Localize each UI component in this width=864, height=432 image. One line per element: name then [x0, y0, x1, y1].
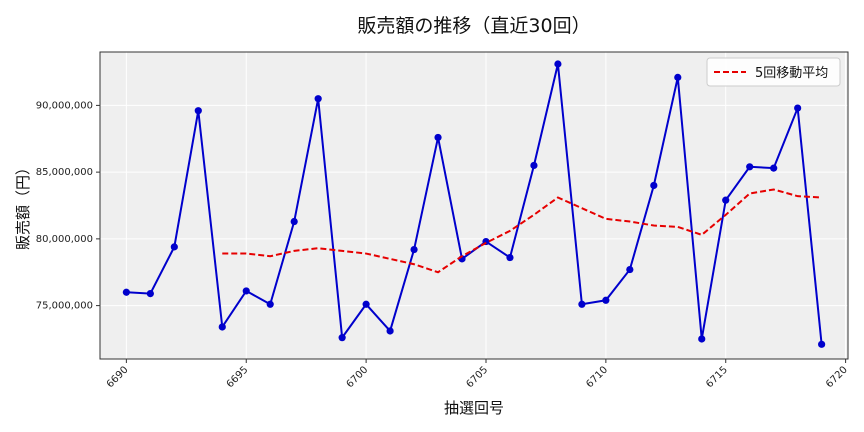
- data-point: [170, 243, 178, 251]
- data-point: [578, 300, 586, 308]
- data-point: [722, 196, 730, 204]
- x-tick-label: 6690: [105, 364, 131, 390]
- plot-background: [100, 52, 848, 359]
- series-layer: [122, 60, 826, 348]
- x-tick-label: 6705: [464, 364, 490, 390]
- legend-box: [706, 57, 841, 87]
- x-tick-label: 6720: [824, 364, 850, 390]
- y-tick-label: 85,000,000: [36, 167, 93, 178]
- x-tick-label: 6695: [225, 364, 251, 390]
- data-point: [698, 335, 706, 343]
- x-tick-label: 6715: [704, 364, 730, 390]
- data-point: [626, 265, 634, 274]
- y-tick-label: 75,000,000: [36, 301, 93, 312]
- data-point: [530, 161, 538, 170]
- x-tick-label: 6710: [584, 364, 610, 390]
- data-point: [818, 340, 826, 348]
- data-point: [290, 217, 298, 226]
- data-point: [410, 245, 418, 254]
- data-point: [794, 104, 802, 112]
- data-point: [506, 253, 514, 262]
- data-point: [146, 289, 154, 298]
- data-point: [650, 181, 658, 190]
- chart-title: 販売額の推移（直近30回）: [357, 15, 590, 37]
- data-point: [122, 288, 130, 296]
- data-point: [218, 323, 226, 331]
- data-point: [314, 95, 322, 103]
- data-point: [242, 287, 250, 295]
- data-point: [554, 60, 562, 68]
- y-tick-label: 90,000,000: [36, 100, 93, 111]
- data-point: [386, 327, 394, 335]
- plot-frame: [99, 51, 849, 360]
- data-point: [338, 334, 346, 342]
- data-point: [194, 107, 202, 115]
- data-point: [266, 300, 274, 308]
- data-point: [434, 133, 442, 142]
- data-point: [602, 296, 610, 304]
- data-point: [746, 163, 754, 171]
- data-point: [362, 300, 370, 308]
- data-point: [770, 164, 778, 172]
- legend: 5回移動平均: [706, 57, 841, 87]
- y-tick-label: 80,000,000: [36, 234, 93, 245]
- data-point: [674, 73, 682, 81]
- x-axis-label: 抽選回号: [444, 399, 504, 417]
- y-axis-label: 販売額（円）: [14, 160, 32, 250]
- moving-average-line: [222, 188, 822, 274]
- legend-label-moving-average: 5回移動平均: [755, 66, 828, 81]
- x-tick-label: 6700: [345, 364, 371, 390]
- plot-border: [99, 51, 849, 360]
